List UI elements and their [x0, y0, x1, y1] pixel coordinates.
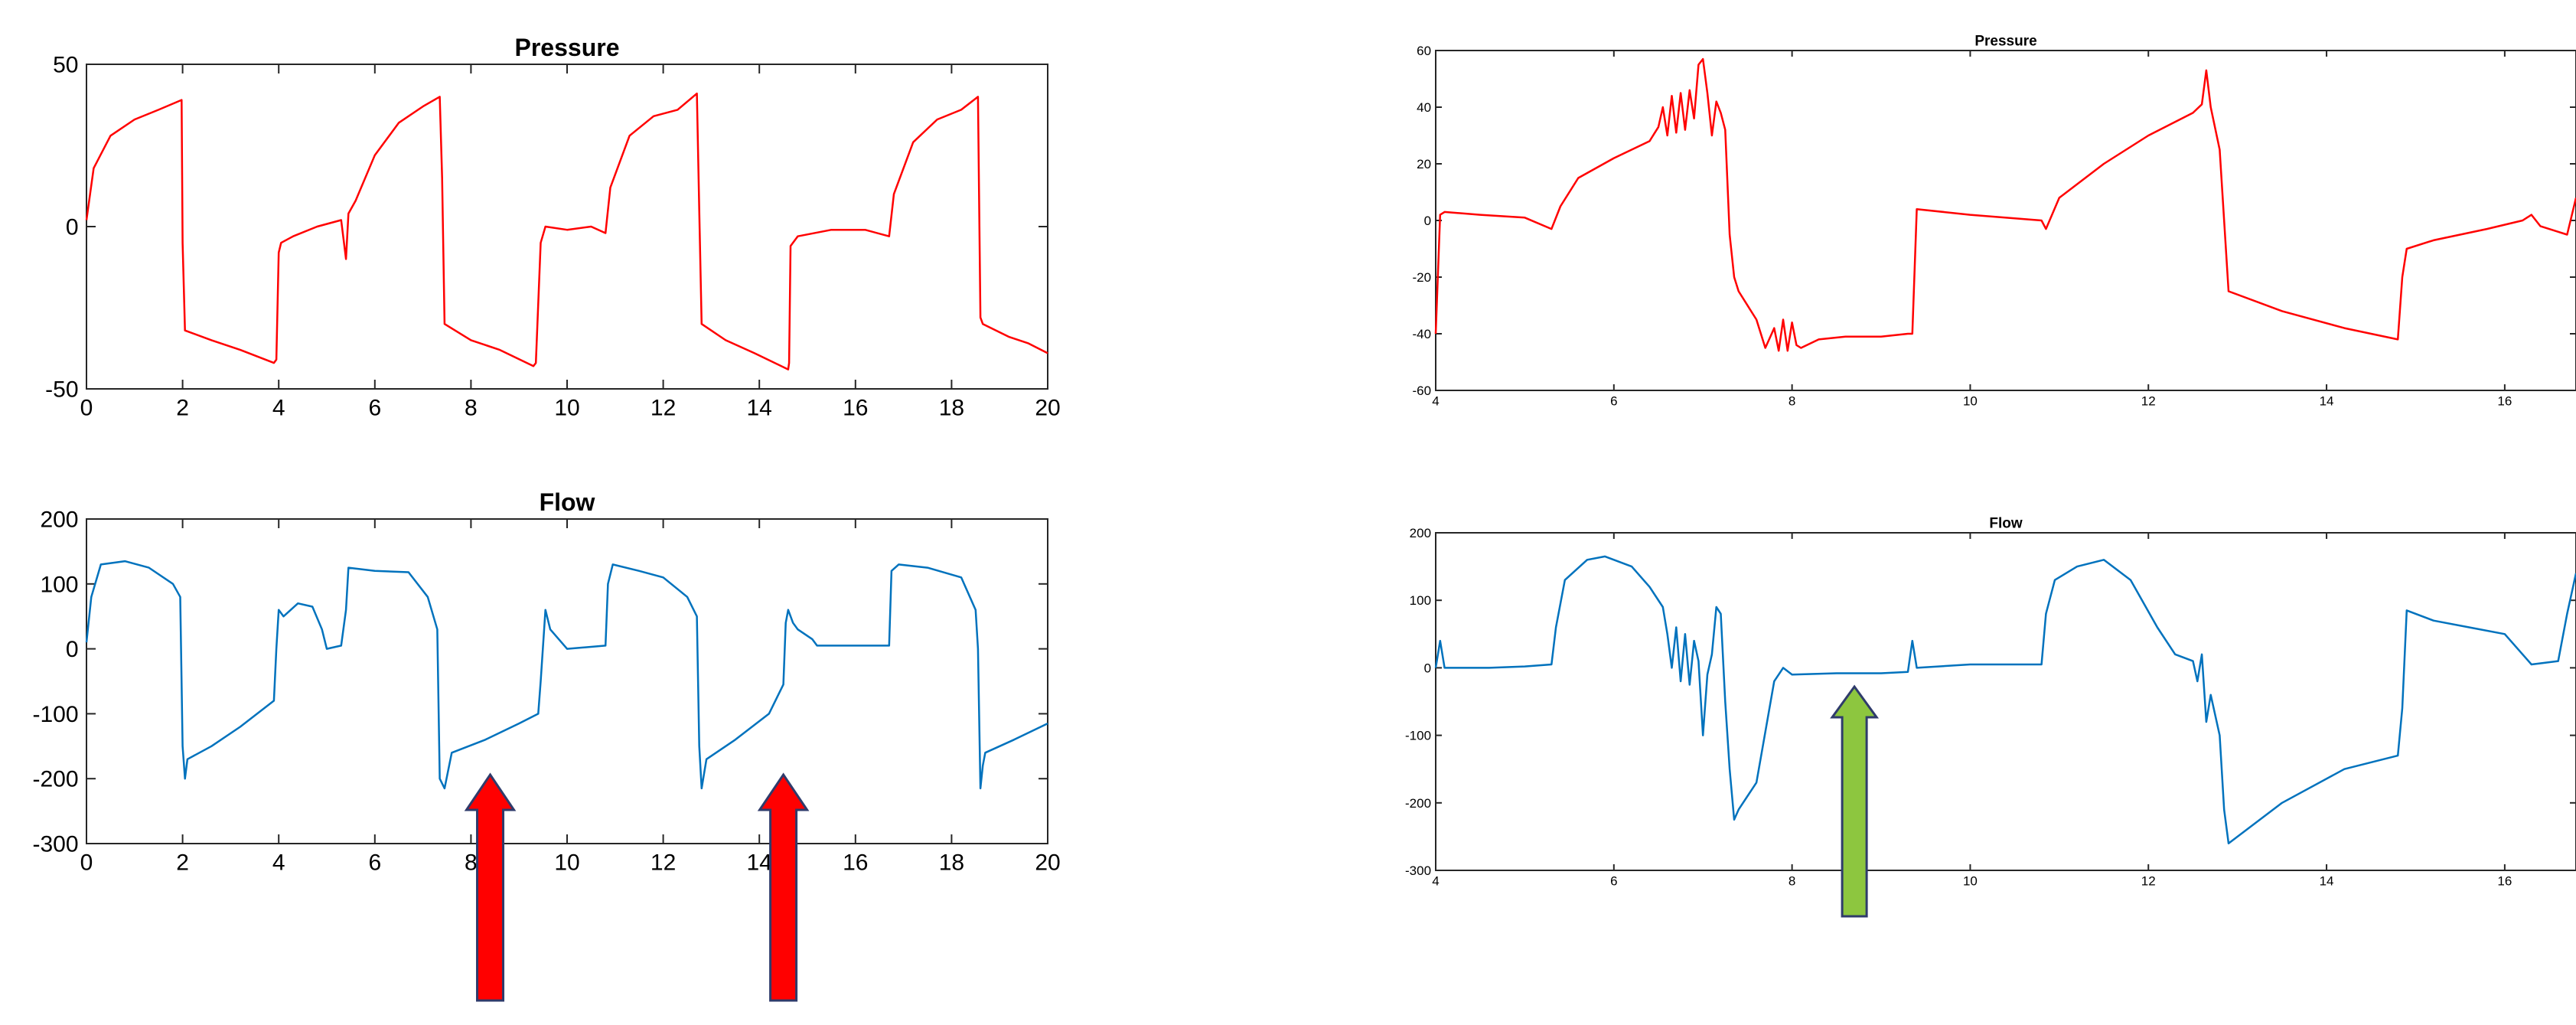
x-tick-label: 8 [465, 850, 478, 876]
y-tick-label: -20 [1412, 270, 1431, 285]
left-flow-chart: 0 2 4 6 8 10 12 14 16 18 20 -300 -200 -100 0 100 200 Flow [32, 488, 1060, 876]
y-tick-label: -200 [32, 767, 78, 792]
x-tick-label: 6 [1610, 394, 1617, 409]
x-tick-label: 16 [2497, 874, 2512, 889]
y-tick-label: -40 [1412, 327, 1431, 341]
x-tick-label: 18 [939, 396, 964, 421]
x-tick-label: 10 [554, 850, 579, 876]
x-tick-label: 14 [2320, 394, 2334, 409]
y-tick-label: 0 [1424, 214, 1431, 228]
x-tick-label: 16 [2497, 394, 2512, 409]
y-tick-label: -100 [1405, 729, 1431, 743]
right-pressure-chart: 4 6 8 10 12 14 16 -60 -40 -20 0 20 40 60 Pressure [1412, 33, 2576, 409]
series-line [85, 92, 1048, 371]
y-tick-label: -100 [32, 702, 78, 727]
series-line [85, 560, 1048, 790]
right-flow-chart: 4 6 8 10 12 14 16 -300 -200 -100 0 100 200 Flow [1405, 515, 2576, 889]
x-tick-label: 14 [747, 850, 772, 876]
plot-frame [1435, 532, 2576, 871]
x-tick-label: 0 [80, 396, 93, 421]
plot-frame [86, 64, 1048, 390]
y-tick-label: 200 [1410, 526, 1431, 540]
y-tick-label: 0 [66, 215, 79, 240]
x-tick-label: 10 [1963, 874, 1978, 889]
x-tick-label: 18 [939, 850, 964, 876]
y-tick-label: -60 [1412, 384, 1431, 398]
x-tick-label: 20 [1035, 396, 1060, 421]
x-tick-label: 0 [80, 850, 93, 876]
x-tick-label: 8 [465, 396, 478, 421]
x-tick-label: 2 [176, 396, 189, 421]
x-tick-label: 4 [272, 850, 285, 876]
y-tick-label: -300 [1405, 863, 1431, 878]
y-tick-label: 0 [66, 637, 79, 662]
chart-title: Flow [1989, 515, 2022, 531]
plot-frame [86, 518, 1048, 844]
x-tick-label: 6 [1610, 874, 1617, 889]
x-tick-label: 6 [368, 396, 381, 421]
y-tick-label: 200 [40, 508, 78, 533]
series-line [1434, 57, 2576, 352]
x-tick-label: 12 [651, 396, 676, 421]
y-tick-label: 50 [53, 53, 78, 78]
y-tick-label: 20 [1417, 157, 1431, 171]
x-tick-label: 12 [2141, 394, 2156, 409]
x-tick-label: 12 [2141, 874, 2156, 889]
y-tick-label: 0 [1424, 661, 1431, 675]
chart-title: Pressure [1974, 33, 2036, 49]
x-tick-label: 4 [272, 396, 285, 421]
x-tick-label: 14 [747, 396, 772, 421]
red-arrow [757, 772, 810, 1002]
x-tick-label: 16 [843, 850, 868, 876]
plot-frame [1435, 50, 2576, 391]
x-tick-label: 4 [1432, 394, 1439, 409]
green-arrow [1830, 684, 1880, 918]
y-tick-label: 100 [40, 572, 78, 597]
y-tick-label: -300 [32, 832, 78, 857]
y-tick-label: -50 [45, 377, 78, 403]
y-tick-label: 60 [1417, 44, 1431, 58]
y-tick-label: -200 [1405, 796, 1431, 811]
x-tick-label: 4 [1432, 874, 1439, 889]
chart-title: Flow [540, 488, 595, 516]
x-tick-label: 10 [1963, 394, 1978, 409]
x-tick-label: 8 [1789, 394, 1795, 409]
red-arrow [464, 772, 517, 1002]
y-tick-label: 100 [1410, 593, 1431, 608]
series-line [1434, 555, 2576, 844]
x-tick-label: 8 [1789, 874, 1795, 889]
x-tick-label: 20 [1035, 850, 1060, 876]
y-tick-label: 40 [1417, 100, 1431, 115]
x-tick-label: 6 [368, 850, 381, 876]
x-tick-label: 2 [176, 850, 189, 876]
x-tick-label: 12 [651, 850, 676, 876]
chart-title: Pressure [515, 34, 620, 61]
x-tick-label: 16 [843, 396, 868, 421]
x-tick-label: 14 [2320, 874, 2334, 889]
x-tick-label: 10 [554, 396, 579, 421]
